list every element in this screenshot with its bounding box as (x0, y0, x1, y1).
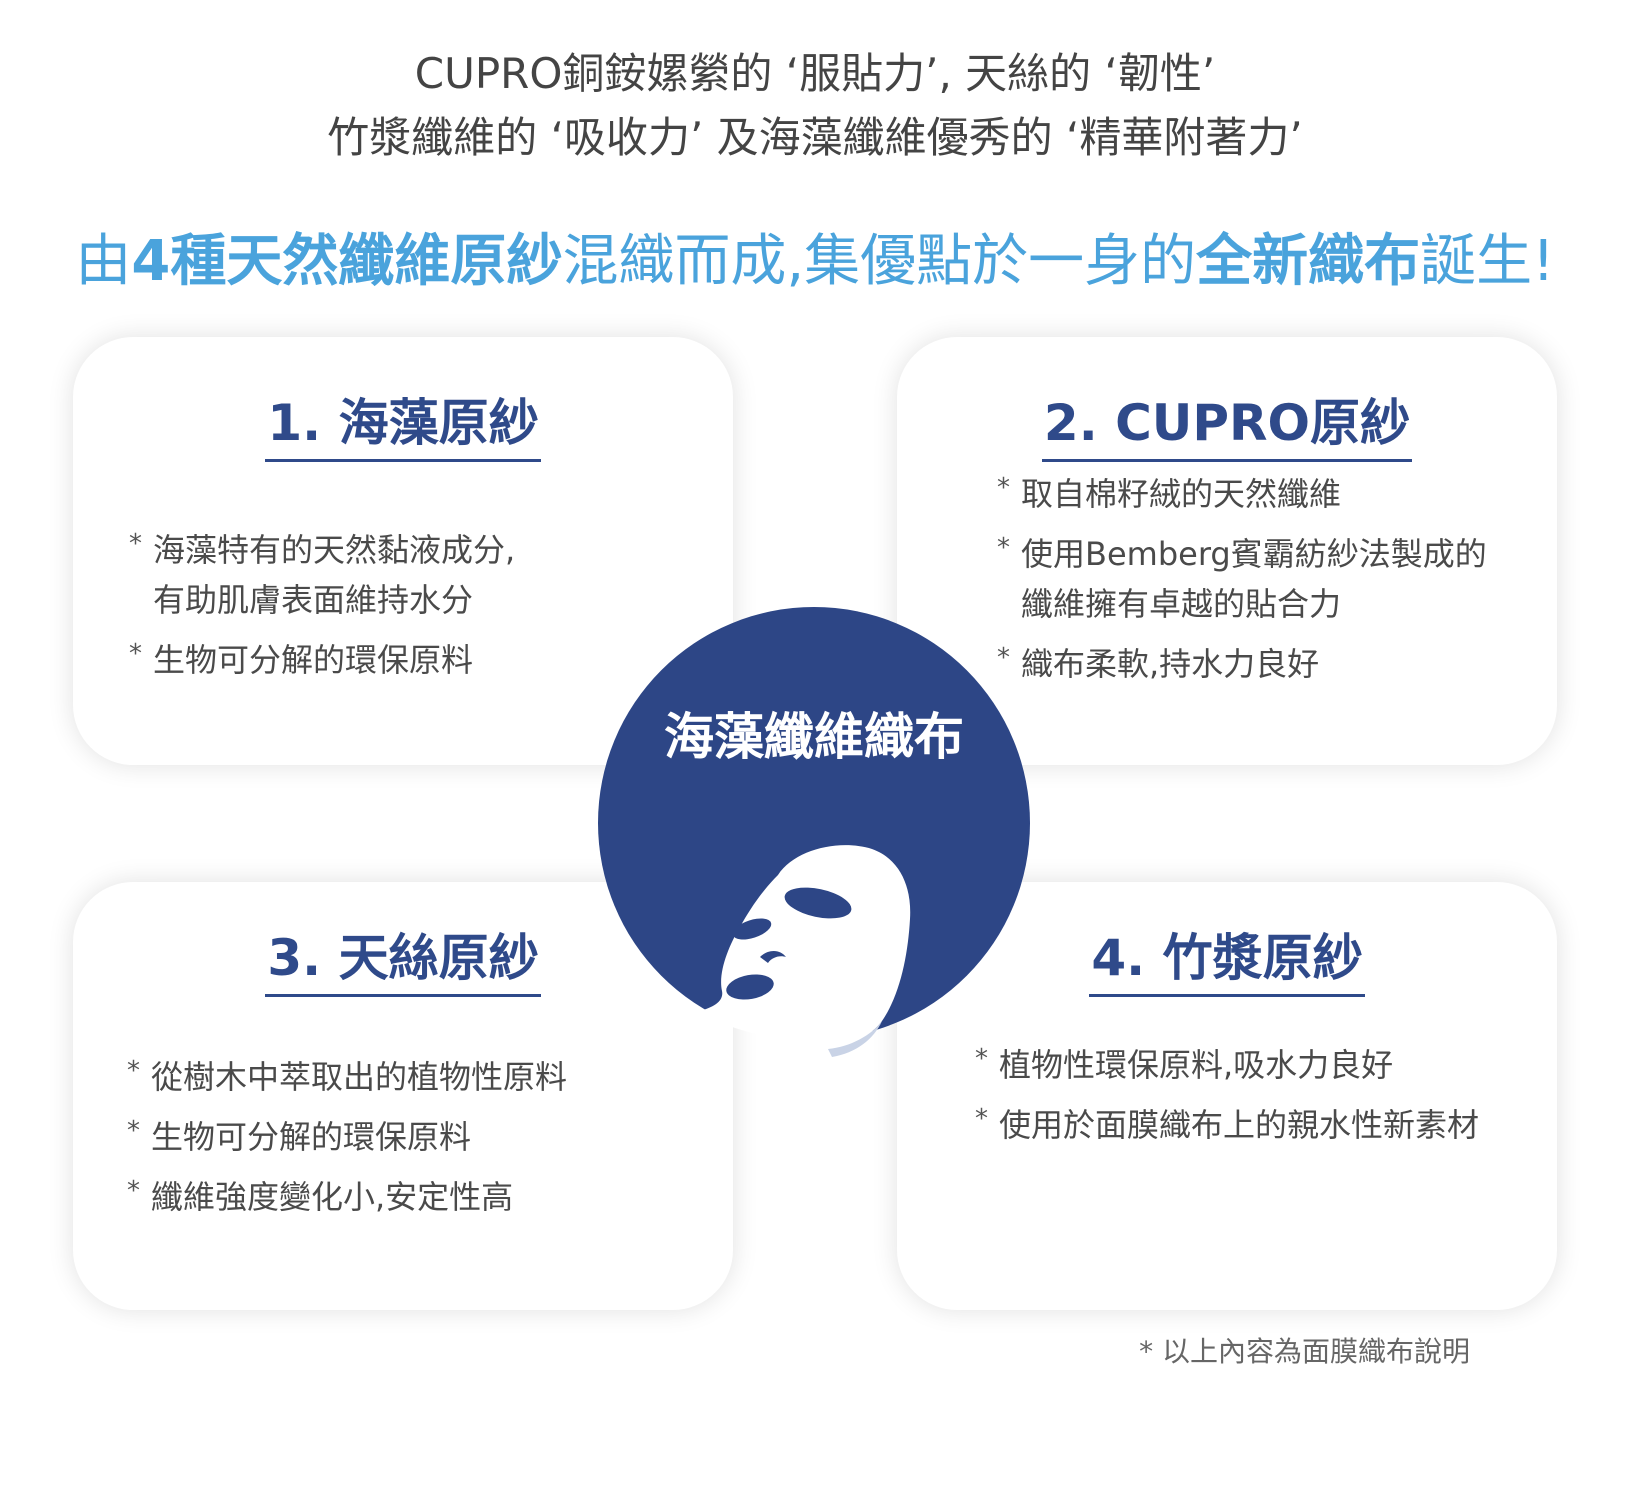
card-cupro-yarn: 2. CUPRO原紗 取自棉籽絨的天然纖維 使用Bemberg賓霸紡紗法製成的 … (897, 337, 1557, 765)
headline-part-1: 由 (75, 229, 132, 294)
bullet-item: 植物性環保原料,吸水力良好 (975, 1034, 1479, 1090)
bullet-item: 織布柔軟,持水力良好 (997, 633, 1487, 689)
headline-part-5: 誕生! (1420, 229, 1555, 294)
card-bamboo-yarn: 4. 竹漿原紗 植物性環保原料,吸水力良好 使用於面膜織布上的親水性新素材 (897, 882, 1557, 1310)
bullet-item: 纖維強度變化小,安定性高 (127, 1166, 567, 1222)
bullet-list: 從樹木中萃取出的植物性原料 生物可分解的環保原料 纖維強度變化小,安定性高 (127, 1046, 567, 1232)
intro-line-2: 竹漿纖維的 ‘吸收力’ 及海藻纖維優秀的 ‘精華附著力’ (327, 113, 1303, 162)
bullet-item: 使用於面膜織布上的親水性新素材 (975, 1094, 1479, 1150)
footnote: 以上內容為面膜織布說明 (1139, 1330, 1470, 1370)
bullet-item: 取自棉籽絨的天然纖維 (997, 463, 1487, 519)
card-seaweed-yarn: 1. 海藻原紗 海藻特有的天然黏液成分, 有助肌膚表面維持水分 生物可分解的環保… (73, 337, 733, 765)
bullet-list: 海藻特有的天然黏液成分, 有助肌膚表面維持水分 生物可分解的環保原料 (129, 519, 515, 695)
headline-highlight-1: 4種天然纖維原紗 (131, 229, 563, 294)
center-label: 海藻纖維織布 (664, 708, 964, 766)
headline-part-3: 混織而成,集優點於一身的 (562, 229, 1197, 294)
headline-highlight-2: 全新織布 (1196, 229, 1421, 294)
bullet-item: 使用Bemberg賓霸紡紗法製成的 纖維擁有卓越的貼合力 (997, 523, 1487, 629)
bullet-item: 生物可分解的環保原料 (129, 629, 515, 685)
bullet-list: 取自棉籽絨的天然纖維 使用Bemberg賓霸紡紗法製成的 纖維擁有卓越的貼合力 … (997, 463, 1487, 699)
bullet-item: 海藻特有的天然黏液成分, 有助肌膚表面維持水分 (129, 519, 515, 625)
card-title: 3. 天絲原紗 (265, 918, 541, 997)
bullet-item: 從樹木中萃取出的植物性原料 (127, 1046, 567, 1102)
bullet-item: 生物可分解的環保原料 (127, 1106, 567, 1162)
card-title: 1. 海藻原紗 (265, 383, 541, 462)
card-tencel-yarn: 3. 天絲原紗 從樹木中萃取出的植物性原料 生物可分解的環保原料 纖維強度變化小… (73, 882, 733, 1310)
card-title: 2. CUPRO原紗 (1041, 383, 1413, 462)
face-mask-icon (700, 845, 911, 1065)
intro-line-1: CUPRO銅銨嫘縈的 ‘服貼力’, 天絲的 ‘韌性’ (414, 49, 1216, 98)
card-title: 4. 竹漿原紗 (1089, 918, 1365, 997)
intro-text: CUPRO銅銨嫘縈的 ‘服貼力’, 天絲的 ‘韌性’ 竹漿纖維的 ‘吸收力’ 及… (0, 42, 1630, 170)
headline: 由4種天然纖維原紗混織而成,集優點於一身的全新織布誕生! (0, 222, 1630, 302)
bullet-list: 植物性環保原料,吸水力良好 使用於面膜織布上的親水性新素材 (975, 1034, 1479, 1160)
